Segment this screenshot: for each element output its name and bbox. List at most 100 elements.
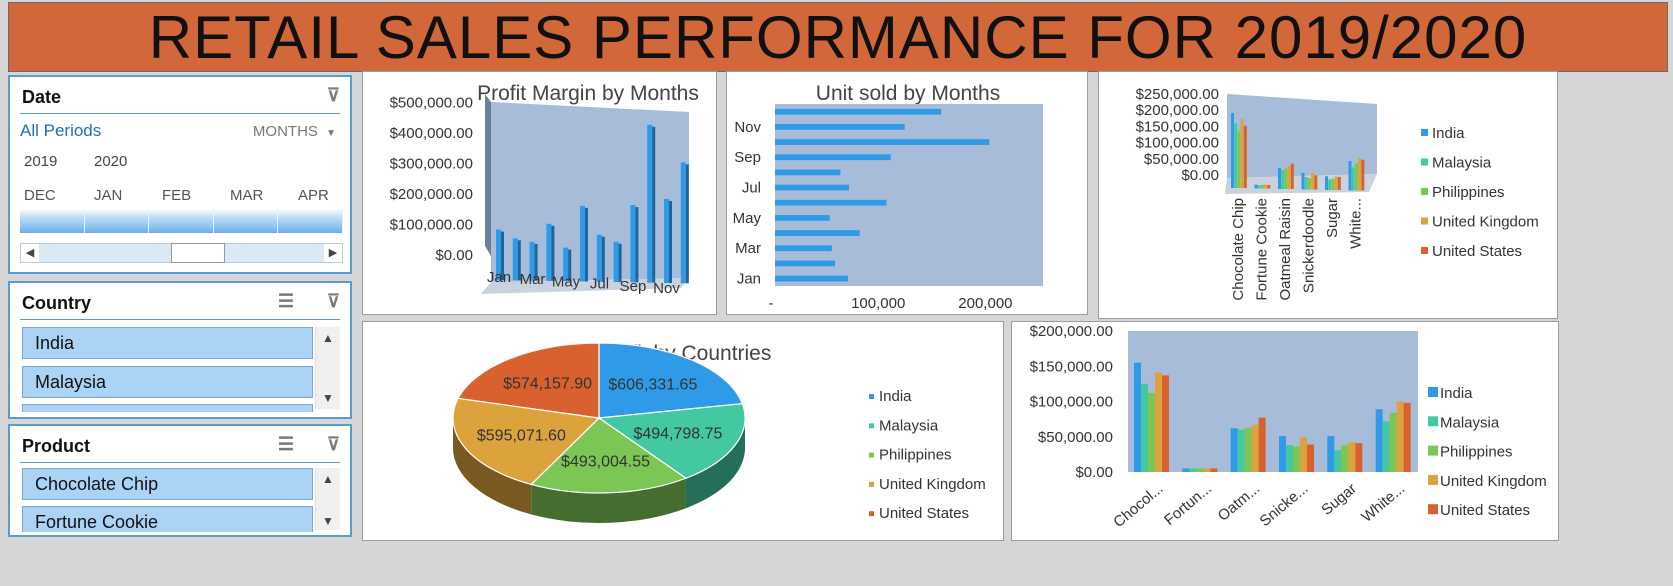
bar <box>1328 179 1332 190</box>
timeline-selection-bar[interactable] <box>20 209 343 233</box>
bar <box>580 205 585 282</box>
slicer-item-partial[interactable] <box>22 404 313 412</box>
product-country-bar-chart-panel[interactable]: $0.00 $50,000.00 $100,000.00 $150,000.00 $20… <box>1011 321 1559 541</box>
clear-filter-icon[interactable]: ⊽ <box>326 434 340 454</box>
bar <box>1358 158 1362 191</box>
clear-filter-icon[interactable]: ⊽ <box>326 291 340 311</box>
bar <box>613 241 619 283</box>
chevron-down-icon: ▼ <box>326 128 336 139</box>
month-label: FEB <box>162 187 192 204</box>
legend-label: United States <box>879 505 969 522</box>
chevron-up-icon[interactable]: ▲ <box>322 472 334 486</box>
bar-side <box>517 240 521 281</box>
bar <box>1311 173 1315 190</box>
bar <box>775 169 841 176</box>
product-country-3d-chart-panel[interactable]: $0.00 $50,000.00 $100,000.00 $150,000.00 $20… <box>1098 71 1558 319</box>
bar <box>647 124 653 283</box>
bar <box>1258 417 1266 472</box>
slicer-item-fortune-cookie[interactable]: Fortune Cookie <box>22 506 313 532</box>
legend-swatch <box>1428 504 1438 515</box>
units-sold-chart-panel[interactable]: Unit sold by Months Jan Mar May Jul Sep Nov - 1… <box>726 71 1088 315</box>
scroll-left-icon[interactable]: ◀ <box>21 244 39 262</box>
product-slicer-scrollbar[interactable]: ▲ ▼ <box>315 468 340 530</box>
bar <box>1148 393 1155 472</box>
country-slicer-scrollbar[interactable]: ▲ ▼ <box>315 327 340 409</box>
bar <box>775 154 891 161</box>
chart-title: Profit Margin by Months <box>477 82 699 105</box>
bar <box>664 199 669 283</box>
y-tick-label: $200,000.00 <box>1136 102 1219 119</box>
chart-title: Unit sold by Months <box>816 82 1000 105</box>
bar <box>1403 402 1411 472</box>
bar <box>1361 159 1365 191</box>
bar <box>1230 428 1238 472</box>
data-label: $606,331.65 <box>608 376 697 393</box>
bar <box>1251 424 1259 472</box>
date-timeline-slicer[interactable]: Date ⊽ All Periods MONTHS ▼ 2019 2020 DE… <box>8 75 352 274</box>
y-tick-label: Sep <box>734 149 761 166</box>
slicer-item-chocolate-chip[interactable]: Chocolate Chip <box>22 468 313 500</box>
country-slicer-header: Country ☰ ⊽ <box>20 291 340 320</box>
bar <box>630 205 636 283</box>
bar <box>1257 185 1261 189</box>
clear-filter-icon[interactable]: ⊽ <box>326 85 340 105</box>
time-level-dropdown[interactable]: MONTHS ▼ <box>253 123 336 140</box>
legend-swatch <box>869 481 874 487</box>
bar <box>775 108 942 115</box>
bar <box>680 162 686 284</box>
plot-area <box>491 102 689 282</box>
slicer-item-malaysia[interactable]: Malaysia <box>22 366 313 398</box>
product-slicer[interactable]: Product ☰ ⊽ Chocolate Chip Fortune Cooki… <box>8 424 352 537</box>
scroll-thumb[interactable] <box>171 243 225 263</box>
year-label: 2020 <box>94 153 128 170</box>
legend-label: United States <box>1432 243 1522 260</box>
profit-by-countries-chart-panel[interactable]: Profit by Countries $606,331.65 $494,798.… <box>362 321 1004 541</box>
slicer-item-india[interactable]: India <box>22 327 313 359</box>
time-level-label: MONTHS <box>252 123 318 140</box>
legend-label: India <box>1440 385 1473 402</box>
timeline-scrollbar[interactable]: ◀ ▶ <box>20 243 343 263</box>
product-country-3d-chart: $0.00$50,000.00$100,000.00$150,000.00$20… <box>1136 86 1539 301</box>
bar <box>1287 166 1291 189</box>
country-slicer[interactable]: Country ☰ ⊽ India Malaysia ▲ ▼ <box>8 281 352 419</box>
y-tick-label: Mar <box>735 240 761 257</box>
product-country-bar-chart: $0.00 $50,000.00 $100,000.00 $150,000.00 $20… <box>1030 323 1547 531</box>
chevron-down-icon[interactable]: ▼ <box>322 514 334 528</box>
profit-margin-chart: Profit Margin by Months $0.00 $100,000.00… <box>390 82 699 297</box>
chevron-down-icon[interactable]: ▼ <box>322 391 334 405</box>
profit-margin-chart-panel[interactable]: Profit Margin by Months $0.00 $100,000.00… <box>362 71 717 315</box>
bar <box>775 260 836 267</box>
bar <box>775 245 832 252</box>
pie-slice <box>452 397 601 486</box>
y-tick-label: $250,000.00 <box>1136 86 1219 103</box>
pie-slice <box>598 342 744 419</box>
pie-slice <box>457 342 600 419</box>
y-tick-label: $0.00 <box>1075 464 1113 481</box>
x-tick-label: 100,000 <box>851 295 905 312</box>
bar <box>1307 444 1314 472</box>
y-tick-label: $500,000.00 <box>390 95 473 112</box>
bar <box>1351 167 1355 191</box>
x-tick-label: Nov <box>653 280 680 297</box>
bar <box>1155 372 1162 472</box>
scroll-right-icon[interactable]: ▶ <box>324 244 342 262</box>
bar <box>1314 175 1318 190</box>
y-tick-label: Jul <box>742 179 761 196</box>
bar <box>1348 442 1356 472</box>
x-tick-label: Sep <box>620 278 647 295</box>
legend-label: India <box>1432 125 1465 142</box>
multi-select-icon[interactable]: ☰ <box>277 434 294 454</box>
x-tick-label: May <box>552 273 581 290</box>
legend-label: Malaysia <box>1440 414 1500 431</box>
y-tick-label: $100,000.00 <box>390 217 473 234</box>
date-slicer-header: Date ⊽ <box>20 85 340 114</box>
bar <box>1243 125 1247 188</box>
y-tick-label: $200,000.00 <box>1030 323 1113 340</box>
bar <box>1196 468 1204 472</box>
x-tick-label: Snickerdoodle <box>1301 198 1318 293</box>
multi-select-icon[interactable]: ☰ <box>277 291 294 311</box>
all-periods-label: All Periods <box>20 121 102 140</box>
chevron-up-icon[interactable]: ▲ <box>322 331 334 345</box>
bar <box>512 238 518 281</box>
y-tick-label: $100,000.00 <box>1136 135 1219 152</box>
